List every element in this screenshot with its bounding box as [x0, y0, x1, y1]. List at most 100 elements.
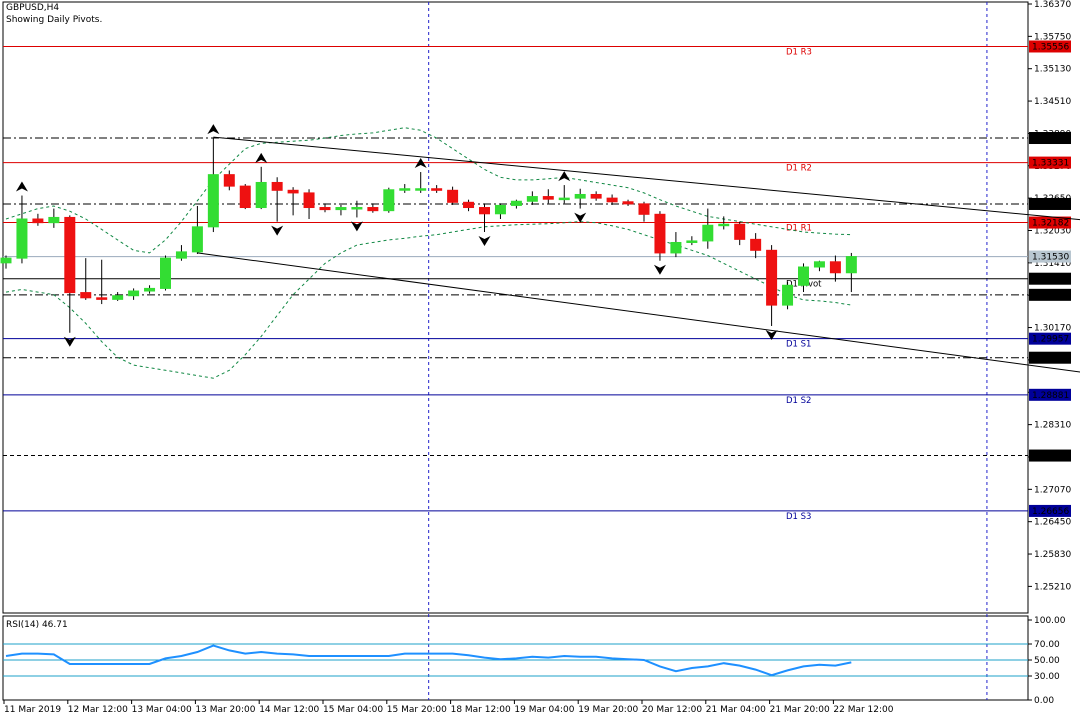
level-price-tag [1029, 449, 1071, 462]
price-tick-label: 1.28310 [1034, 421, 1071, 431]
candle-body [223, 174, 235, 187]
candle-body [574, 193, 586, 199]
level-price-label: 1.30797 [1032, 291, 1069, 301]
time-tick-label: 13 Mar 04:00 [132, 705, 192, 715]
time-tick-label: 15 Mar 20:00 [387, 705, 447, 715]
candle-body [718, 223, 730, 227]
pivot-price-label: 1.28881 [1032, 391, 1069, 401]
channel-trend-line [213, 136, 1080, 221]
candle-body [80, 292, 92, 299]
candle-body [271, 181, 283, 191]
pivot-price-tag [1029, 216, 1071, 229]
fractal-down-arrow [653, 264, 666, 275]
level-price-label: 1.31530 [1032, 253, 1069, 263]
level-price-label: 1.29592 [1032, 354, 1069, 364]
price-tick-label: 1.25830 [1034, 550, 1071, 560]
candle-body [686, 240, 698, 243]
price-tick-label: 1.26450 [1034, 518, 1071, 528]
time-tick-label: 12 Mar 12:00 [68, 705, 128, 715]
time-tick-label: 13 Mar 20:00 [195, 705, 255, 715]
pivot-price-tag [1029, 156, 1071, 169]
price-tick-label: 1.30170 [1034, 324, 1071, 334]
candle-body [16, 218, 28, 259]
candle-body [255, 181, 267, 209]
price-tick-label: 1.35750 [1034, 32, 1071, 42]
time-tick-label: 19 Mar 20:00 [578, 705, 638, 715]
candle-body [175, 251, 187, 259]
time-tick-label: 11 Mar 2019 [4, 705, 61, 715]
candle-body [479, 207, 490, 215]
rsi-tick-label: 30.00 [1034, 672, 1060, 682]
rsi-panel-frame [2, 615, 1029, 701]
level-price-label: 1.27717 [1032, 452, 1069, 462]
candle-body [463, 201, 475, 209]
candle-body [829, 261, 841, 274]
chart-symbol-title: GBPUSD,H4 [6, 3, 60, 13]
pivot-price-label: 1.33331 [1032, 159, 1069, 169]
candle-body [782, 284, 794, 306]
time-tick-label: 22 Mar 12:00 [833, 705, 893, 715]
candle-body [96, 297, 108, 300]
level-price-tag [1029, 250, 1071, 263]
pivot-level-name: D1 R1 [786, 224, 812, 234]
rsi-tick-label: 50.00 [1034, 656, 1060, 666]
pivot-level-name: D1 S1 [786, 340, 811, 350]
envelope-lower-line [5, 221, 852, 379]
pivot-price-label: 1.31106 [1032, 275, 1069, 285]
level-price-tag [1029, 132, 1071, 145]
time-tick-label: 15 Mar 04:00 [323, 705, 383, 715]
pivot-price-label: 1.35556 [1032, 42, 1069, 52]
indicator-note: Showing Daily Pivots. [6, 15, 103, 25]
candle-body [287, 189, 299, 194]
candle-body [766, 249, 778, 306]
candle-body [558, 197, 570, 201]
pivot-price-tag [1029, 504, 1071, 517]
pivot-level-name: D1 S3 [786, 512, 811, 522]
time-tick-label: 20 Mar 12:00 [642, 705, 702, 715]
candle-body [64, 216, 76, 294]
candle-body [239, 185, 251, 209]
pivot-price-label: 1.26656 [1032, 507, 1069, 517]
candle-body [734, 223, 746, 240]
time-tick-label: 19 Mar 04:00 [514, 705, 574, 715]
candle-body [494, 204, 506, 215]
price-tick-label: 1.34510 [1034, 97, 1071, 107]
price-tick-label: 1.35130 [1034, 65, 1071, 75]
pivot-price-tag [1029, 332, 1071, 345]
time-tick-label: 21 Mar 20:00 [770, 705, 830, 715]
candle-body [0, 257, 12, 264]
rsi-tick-label: 0.00 [1034, 696, 1054, 706]
candle-body [670, 241, 682, 254]
candle-body [160, 257, 171, 289]
time-tick-label: 21 Mar 04:00 [706, 705, 766, 715]
pivot-level-name: D1 S2 [786, 396, 811, 406]
fractal-down-arrow [574, 212, 587, 223]
candle-body [798, 266, 809, 286]
candle-body [447, 189, 459, 203]
fractal-down-arrow [765, 329, 778, 340]
candle-body [526, 196, 538, 202]
fractal-up-arrow [558, 171, 571, 182]
fractal-up-arrow [15, 181, 28, 192]
candle-body [128, 290, 140, 297]
candle-body [335, 207, 347, 211]
candle-body [319, 207, 331, 211]
envelope-upper-line [5, 127, 852, 254]
candle-body [351, 207, 363, 210]
level-price-tag [1029, 351, 1071, 364]
price-tick-label: 1.31410 [1034, 259, 1071, 269]
fractal-down-arrow [478, 236, 491, 247]
price-tick-label: 1.27070 [1034, 485, 1071, 495]
candle-body [750, 238, 762, 251]
level-price-tag [1029, 288, 1071, 301]
price-tick-label: 1.32030 [1034, 226, 1071, 236]
pivot-price-label: 1.29957 [1032, 335, 1069, 345]
fractal-down-arrow [271, 225, 284, 236]
pivot-price-label: 1.32182 [1032, 219, 1069, 229]
fractal-up-arrow [255, 152, 268, 163]
level-price-label: 1.33802 [1032, 134, 1069, 144]
rsi-label: RSI(14) 46.71 [6, 620, 68, 630]
candle-body [112, 295, 124, 300]
channel-trend-line [197, 252, 1080, 373]
